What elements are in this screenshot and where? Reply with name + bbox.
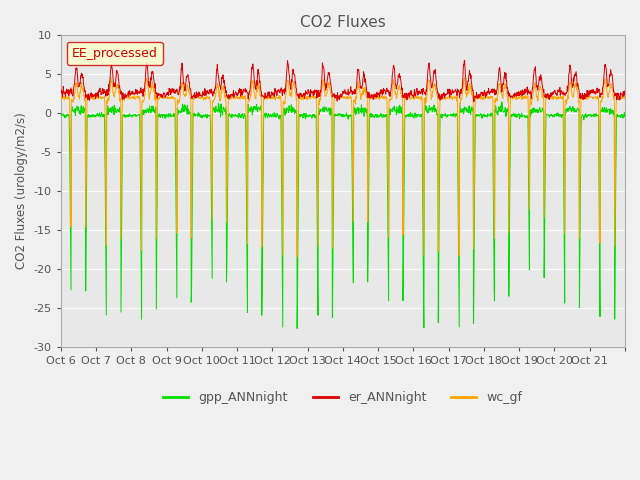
Title: CO2 Fluxes: CO2 Fluxes: [300, 15, 386, 30]
Y-axis label: CO2 Fluxes (urology/m2/s): CO2 Fluxes (urology/m2/s): [15, 113, 28, 269]
Legend: gpp_ANNnight, er_ANNnight, wc_gf: gpp_ANNnight, er_ANNnight, wc_gf: [159, 386, 527, 409]
